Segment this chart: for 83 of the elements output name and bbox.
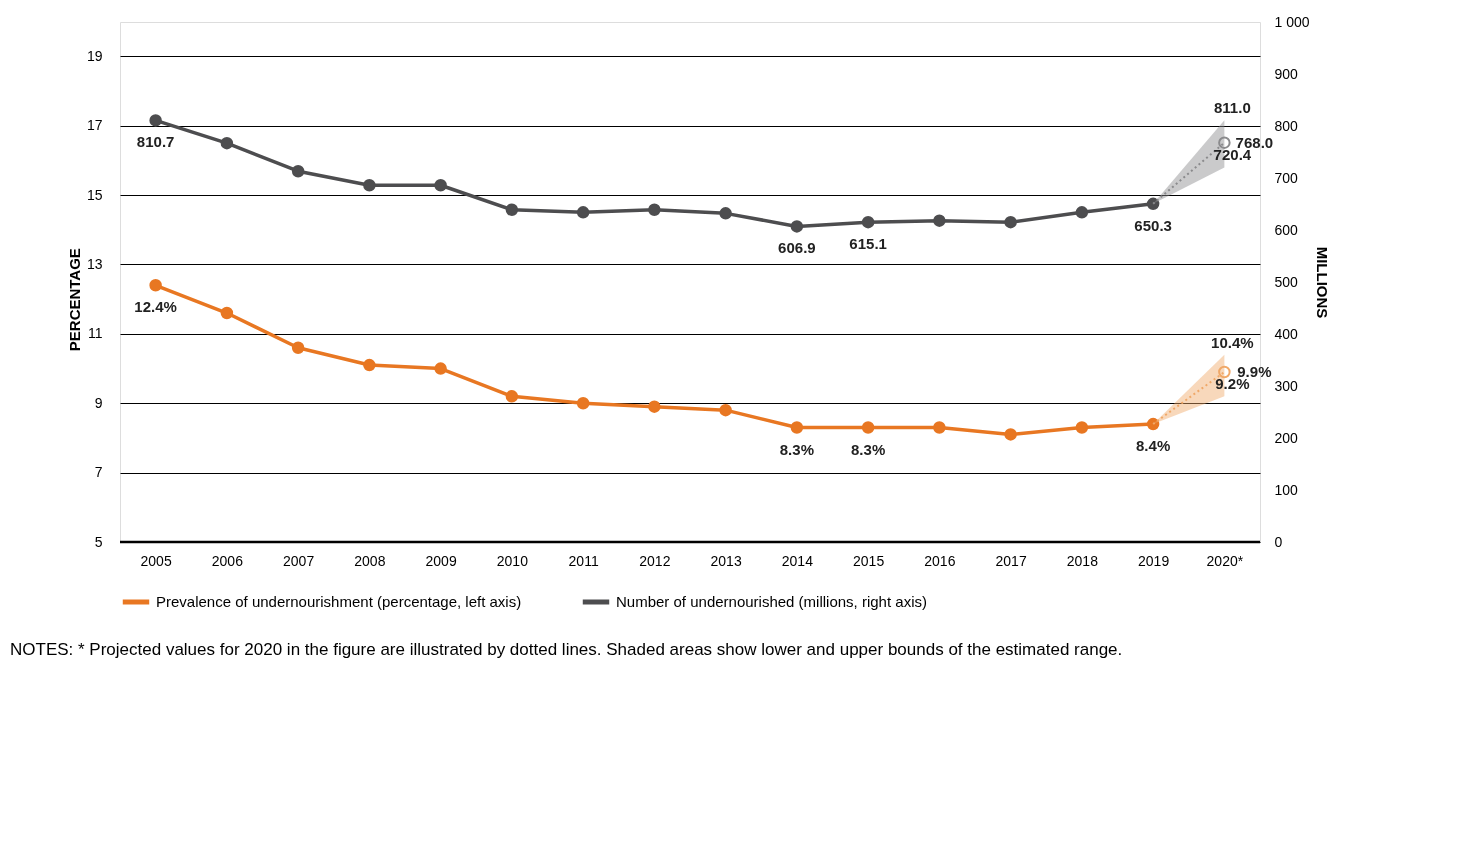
x-tick-label: 2013 xyxy=(710,552,742,569)
x-tick-label: 2007 xyxy=(283,552,315,569)
x-tick-label: 2019 xyxy=(1138,552,1170,569)
data-label: 768.0 xyxy=(1235,133,1274,151)
point xyxy=(505,203,519,216)
point xyxy=(1075,421,1089,434)
point xyxy=(1146,417,1160,431)
point xyxy=(1218,365,1231,379)
x-tick-label: 2017 xyxy=(995,552,1027,569)
legend-label: Prevalence of undernourishment (percentage, left axis) xyxy=(156,593,522,610)
data-label: 8.3% xyxy=(779,440,814,458)
x-tick-label: 2010 xyxy=(496,552,529,569)
point xyxy=(149,279,162,292)
y-tick-label: 15 xyxy=(86,186,103,203)
x-tick-label: 2018 xyxy=(1066,552,1099,569)
x-tick-label: 2009 xyxy=(425,552,457,569)
point xyxy=(790,220,804,233)
point xyxy=(861,421,875,434)
text: NOTES: * Projected values for 2020 in the figure are illustrated by dotted lines. Shaded areas show lower and upper bounds of the estimated range. xyxy=(10,640,1123,659)
x-tick-label: 2015 xyxy=(853,552,885,569)
legend-label: Number of undernourished (millions, right axis) xyxy=(616,593,927,610)
point xyxy=(861,215,875,229)
point xyxy=(648,400,661,413)
y-tick-label: 19 xyxy=(86,47,103,64)
data-label: 810.7 xyxy=(136,133,175,151)
data-label: 12.4% xyxy=(134,298,177,316)
y2-tick-label: 700 xyxy=(1274,169,1299,186)
x-tick-label: 2005 xyxy=(140,552,172,569)
y-tick-label: 5 xyxy=(94,533,103,550)
point xyxy=(933,214,946,227)
data-label: 650.3 xyxy=(1134,216,1172,234)
data-label: 8.4% xyxy=(1136,437,1171,455)
y-tick-label: 7 xyxy=(94,464,103,481)
point xyxy=(719,207,732,220)
y2-tick-label: 900 xyxy=(1274,65,1299,82)
point xyxy=(576,206,590,219)
point xyxy=(149,114,162,127)
point xyxy=(220,136,234,150)
point xyxy=(1004,215,1017,229)
point xyxy=(363,358,376,372)
data-label: 606.9 xyxy=(778,239,816,257)
point xyxy=(363,179,376,192)
y2-axis-title: MILLIONS xyxy=(1313,246,1331,319)
y-axis-title: PERCENTAGE xyxy=(65,248,83,352)
point xyxy=(790,421,804,434)
point xyxy=(933,421,946,434)
point xyxy=(220,306,234,320)
y2-tick-label: 1 000 xyxy=(1274,13,1310,30)
y2-tick-label: 400 xyxy=(1274,325,1299,342)
point xyxy=(1146,197,1160,211)
data-label: 8.3% xyxy=(851,440,886,458)
y2-tick-label: 800 xyxy=(1274,117,1299,134)
y-tick-label: 9 xyxy=(94,394,103,411)
annotation: 10.4% xyxy=(1211,333,1254,351)
point xyxy=(648,203,661,216)
x-tick-label: 2020* xyxy=(1206,552,1244,569)
x-tick-label: 2014 xyxy=(781,552,814,569)
annotation: 811.0 xyxy=(1214,99,1251,117)
point xyxy=(1075,206,1089,219)
point xyxy=(1004,428,1017,441)
point xyxy=(434,362,447,375)
point xyxy=(505,390,519,403)
point xyxy=(291,165,305,178)
point xyxy=(576,397,590,410)
x-tick-label: 2008 xyxy=(354,552,386,569)
point xyxy=(719,403,732,417)
y-tick-label: 11 xyxy=(87,325,103,342)
x-tick-label: 2006 xyxy=(211,552,244,569)
y-tick-label: 17 xyxy=(86,117,103,134)
y2-tick-label: 300 xyxy=(1274,377,1299,394)
point xyxy=(291,341,305,354)
point xyxy=(434,179,447,192)
y2-tick-label: 0 xyxy=(1274,533,1283,550)
x-tick-label: 2016 xyxy=(924,552,956,569)
y2-tick-label: 100 xyxy=(1274,481,1299,498)
point xyxy=(1218,136,1231,149)
x-tick-label: 2012 xyxy=(639,552,671,569)
y2-tick-label: 200 xyxy=(1274,429,1299,446)
data-label: 615.1 xyxy=(849,235,887,253)
y2-tick-label: 500 xyxy=(1274,273,1299,290)
y2-tick-label: 600 xyxy=(1274,221,1299,238)
y-tick-label: 13 xyxy=(86,255,103,272)
x-tick-label: 2011 xyxy=(568,552,599,569)
